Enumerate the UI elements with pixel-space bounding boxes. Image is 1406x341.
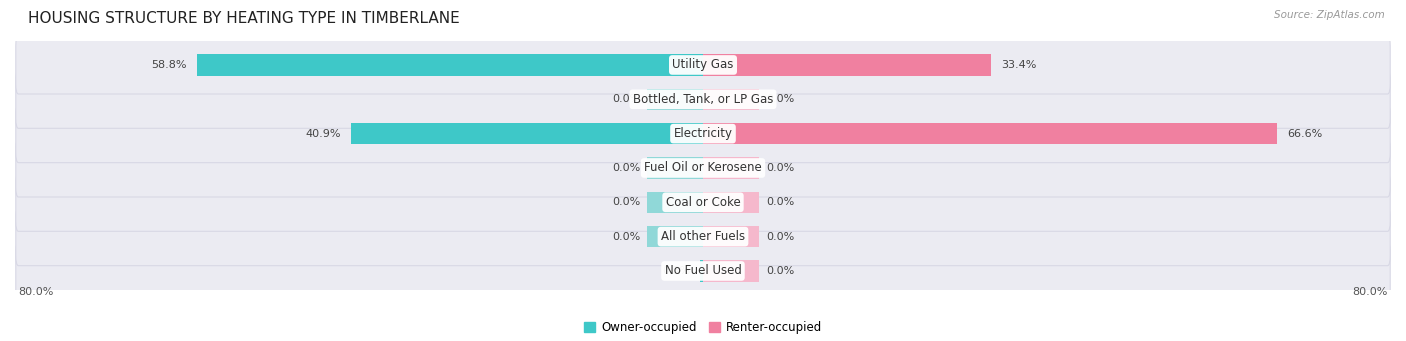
FancyBboxPatch shape [15, 36, 1391, 94]
Text: No Fuel Used: No Fuel Used [665, 265, 741, 278]
Text: 0.0%: 0.0% [612, 94, 640, 104]
Bar [647, 192, 703, 213]
Bar [703, 123, 1277, 144]
Bar [703, 192, 759, 213]
Bar [700, 260, 703, 282]
Text: 0.0%: 0.0% [612, 232, 640, 242]
Bar [647, 157, 703, 179]
Text: 80.0%: 80.0% [1353, 286, 1388, 297]
Text: 58.8%: 58.8% [150, 60, 186, 70]
Text: Coal or Coke: Coal or Coke [665, 196, 741, 209]
Text: 0.3%: 0.3% [662, 266, 690, 276]
Text: All other Fuels: All other Fuels [661, 230, 745, 243]
Text: 40.9%: 40.9% [305, 129, 340, 139]
Text: 0.0%: 0.0% [766, 197, 794, 207]
Bar [647, 226, 703, 247]
Text: 0.0%: 0.0% [612, 197, 640, 207]
Text: 33.4%: 33.4% [1001, 60, 1036, 70]
Text: 0.0%: 0.0% [612, 163, 640, 173]
Text: Utility Gas: Utility Gas [672, 58, 734, 72]
Text: 0.0%: 0.0% [766, 163, 794, 173]
Text: Source: ZipAtlas.com: Source: ZipAtlas.com [1274, 10, 1385, 20]
Text: 0.0%: 0.0% [766, 94, 794, 104]
Text: Electricity: Electricity [673, 127, 733, 140]
FancyBboxPatch shape [15, 242, 1391, 300]
Bar [647, 89, 703, 110]
FancyBboxPatch shape [15, 105, 1391, 163]
Text: 80.0%: 80.0% [18, 286, 53, 297]
Text: Fuel Oil or Kerosene: Fuel Oil or Kerosene [644, 161, 762, 175]
Text: 0.0%: 0.0% [766, 266, 794, 276]
Bar [703, 54, 991, 76]
Legend: Owner-occupied, Renter-occupied: Owner-occupied, Renter-occupied [579, 316, 827, 339]
FancyBboxPatch shape [15, 139, 1391, 197]
Text: HOUSING STRUCTURE BY HEATING TYPE IN TIMBERLANE: HOUSING STRUCTURE BY HEATING TYPE IN TIM… [28, 11, 460, 26]
Bar [703, 226, 759, 247]
Bar [703, 260, 759, 282]
FancyBboxPatch shape [15, 208, 1391, 266]
Bar [350, 123, 703, 144]
Text: Bottled, Tank, or LP Gas: Bottled, Tank, or LP Gas [633, 93, 773, 106]
Bar [703, 89, 759, 110]
FancyBboxPatch shape [15, 70, 1391, 128]
Text: 66.6%: 66.6% [1286, 129, 1322, 139]
Bar [703, 157, 759, 179]
Bar [197, 54, 703, 76]
FancyBboxPatch shape [15, 173, 1391, 231]
Text: 0.0%: 0.0% [766, 232, 794, 242]
